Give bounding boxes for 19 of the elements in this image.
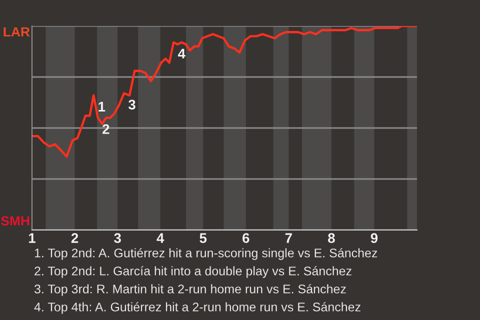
x-tick-label: 3 (114, 233, 121, 243)
x-tick-label: 5 (200, 233, 207, 243)
text: SMH (1, 216, 30, 226)
x-tick-label: 7 (285, 233, 292, 243)
x-tick-label: 9 (370, 233, 378, 243)
annotation: 1 (98, 102, 106, 112)
x-tick-label: 2 (71, 233, 78, 243)
x-tick-label: 1 (29, 233, 36, 243)
text: 2. Top 2nd: L. García hit into a double play vs E. Sánchez (34, 266, 352, 278)
text: 3. Top 3rd: R. Martin hit a 2-run home run vs E. Sánchez (34, 284, 346, 296)
annotation: 2 (102, 124, 110, 134)
text: LAR (4, 27, 30, 36)
x-tick-label: 6 (242, 233, 250, 243)
x-tick-label: 4 (156, 233, 164, 243)
text: 4. Top 4th: A. Gutiérrez hit a 2-run home run vs E. Sánchez (34, 302, 360, 314)
annotation: 4 (178, 48, 186, 58)
text: 1. Top 2nd: A. Gutiérrez hit a run-scoring single vs E. Sánchez (34, 248, 378, 260)
annotation: 3 (128, 100, 136, 110)
x-tick-label: 8 (328, 233, 335, 243)
